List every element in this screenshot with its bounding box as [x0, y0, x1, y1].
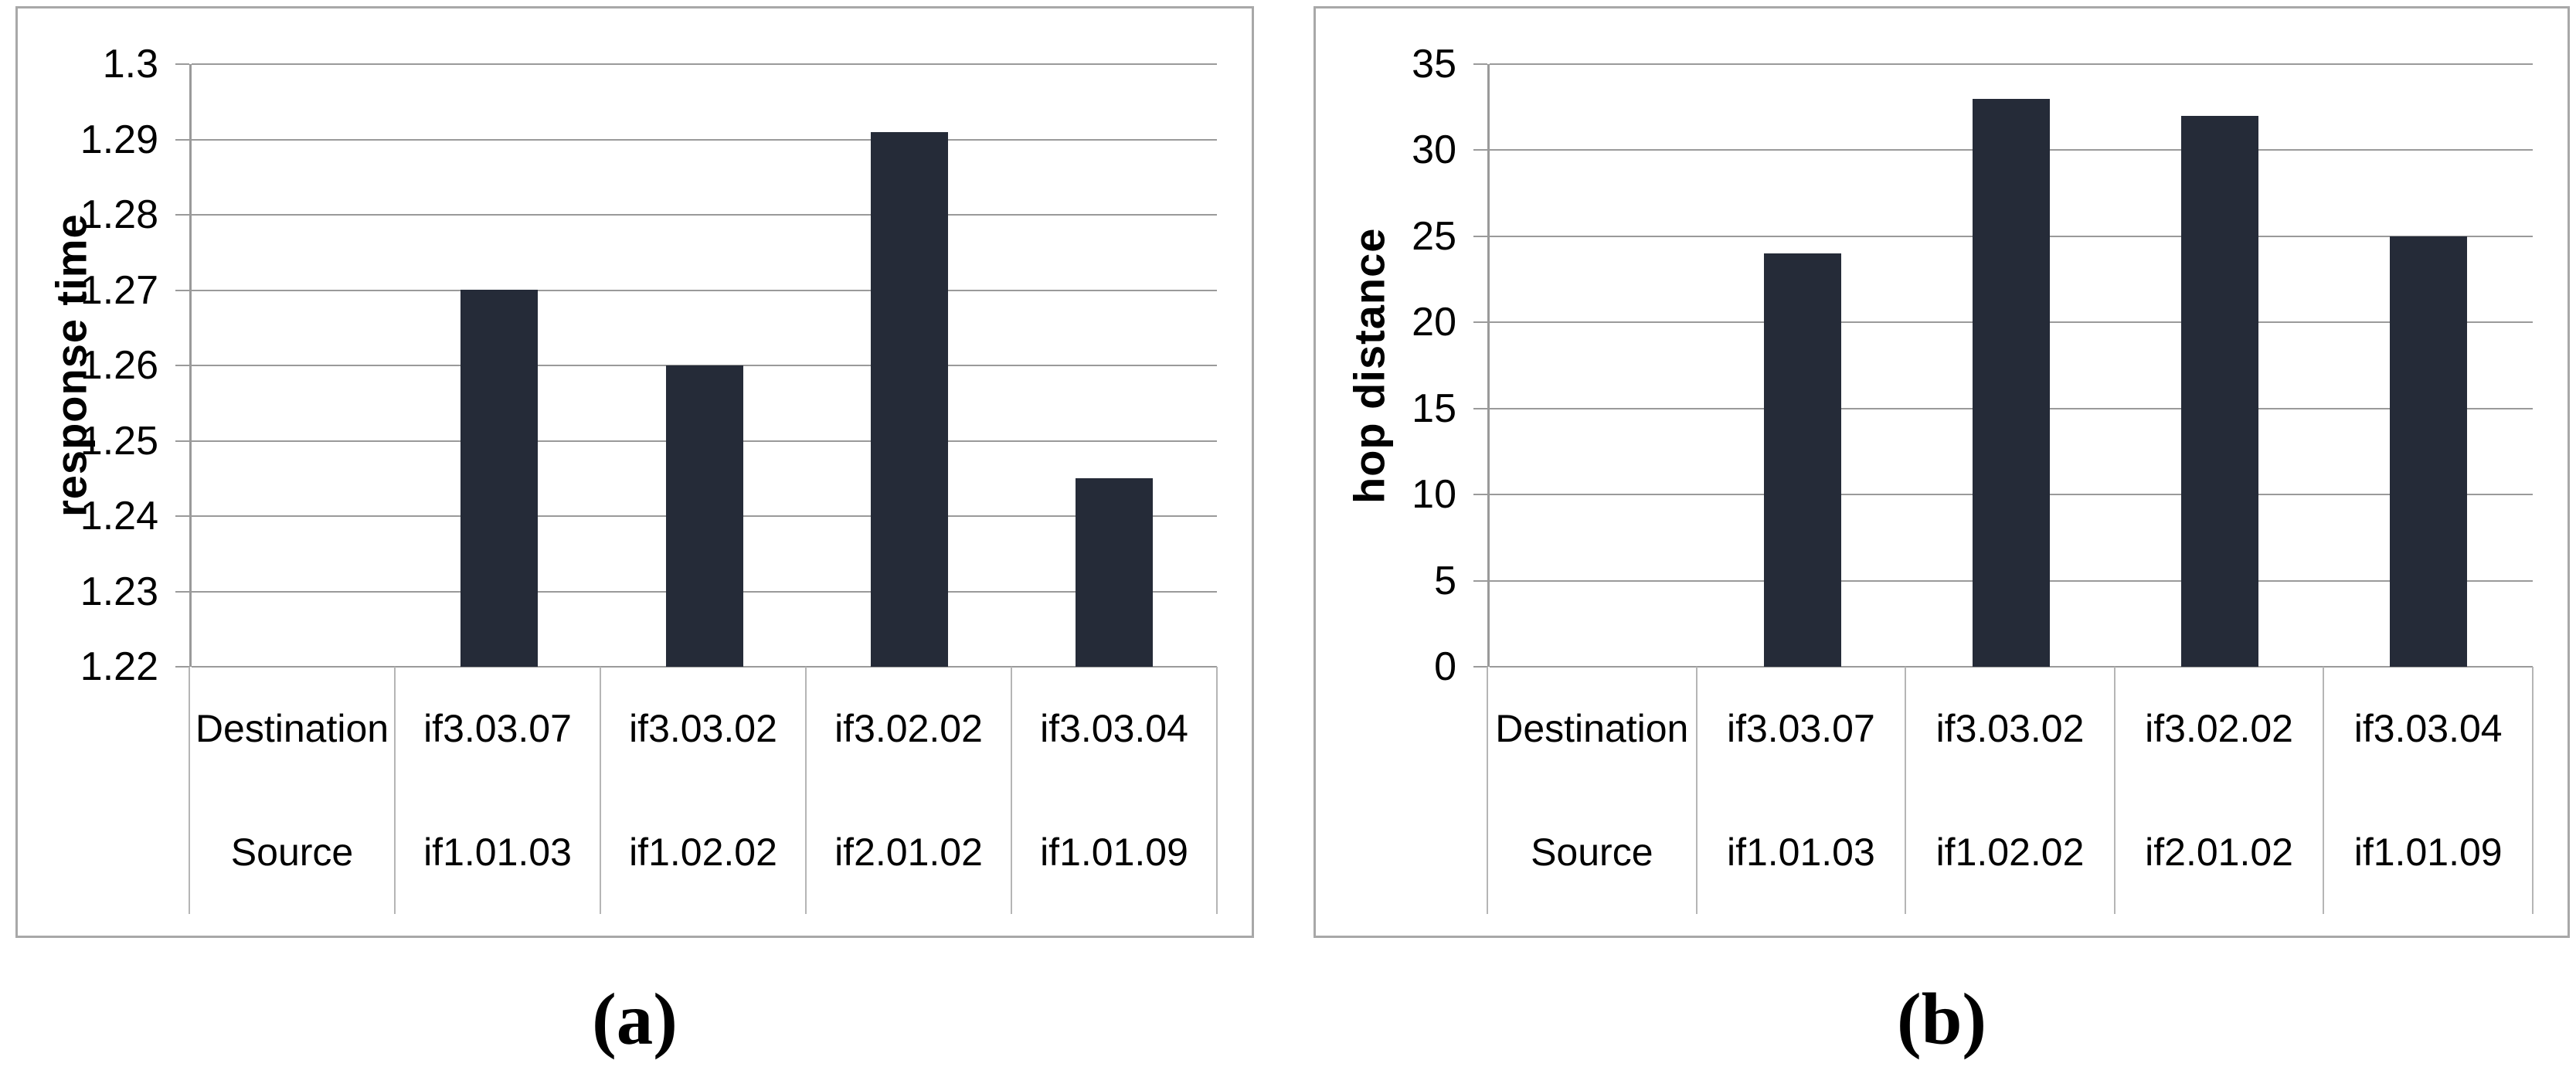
- y-tick-label: 0: [1434, 644, 1456, 689]
- y-tick-mark: [1473, 580, 1487, 582]
- y-tick-label: 1.26: [80, 343, 158, 388]
- gridline: [1490, 63, 2533, 65]
- panel-caption-b: (b): [1896, 978, 1987, 1060]
- table-cell: if2.01.02: [2145, 831, 2293, 874]
- table-divider: [1695, 667, 1698, 914]
- panel-caption-a: (a): [592, 978, 678, 1060]
- table-cell: if1.01.09: [1040, 831, 1188, 874]
- y-tick-mark: [175, 440, 189, 442]
- bar-if3.02.02: [2181, 116, 2258, 667]
- table-divider: [805, 667, 807, 914]
- y-axis-tick-labels: 1.3 1.29 1.28 1.27 1.26 1.25 1.24 1.23 1.22: [18, 44, 189, 687]
- bar-if3.03.07: [1764, 253, 1841, 667]
- y-tick-label: 1.3: [102, 42, 158, 87]
- bar-if3.03.02: [666, 365, 743, 667]
- y-tick-label: 10: [1412, 472, 1456, 517]
- y-tick-label: 20: [1412, 300, 1456, 345]
- y-tick-label: 15: [1412, 386, 1456, 431]
- table-row-source: Source if1.01.03 if1.02.02 if2.01.02 if1.01.…: [189, 790, 1217, 914]
- table-divider: [1216, 667, 1218, 914]
- gridline: [192, 63, 1217, 65]
- table-divider: [1905, 667, 1907, 914]
- table-divider: [2113, 667, 2116, 914]
- y-tick-mark: [175, 214, 189, 216]
- chart-panel-a: response time 1.3 1.29 1.28 1.27 1.26 1.25 1.2…: [15, 6, 1254, 938]
- table-divider: [2532, 667, 2534, 914]
- y-tick-mark: [175, 290, 189, 291]
- plot-area: [175, 63, 1217, 668]
- chart-panel-b: hop distance 35 30 25 20 15 10 5 0 Destination i…: [1313, 6, 2570, 938]
- table-divider: [189, 667, 190, 914]
- table-cell: if3.03.07: [1726, 707, 1875, 750]
- table-cell: if3.02.02: [834, 707, 983, 750]
- table-row-label: Source: [1531, 831, 1653, 874]
- y-tick-mark: [1473, 408, 1487, 409]
- y-tick-mark: [175, 365, 189, 366]
- y-tick-label: 1.28: [80, 192, 158, 237]
- bar-if3.03.04: [1076, 478, 1153, 667]
- y-tick-label: 30: [1412, 127, 1456, 172]
- gridline: [192, 139, 1217, 141]
- table-cell: if1.01.03: [423, 831, 572, 874]
- table-cell: if1.02.02: [1935, 831, 2085, 874]
- y-tick-mark: [1473, 494, 1487, 495]
- y-tick-label: 1.24: [80, 494, 158, 538]
- table-cell: if3.03.02: [629, 707, 777, 750]
- y-tick-label: 25: [1412, 214, 1456, 259]
- table-row-label: Destination: [195, 707, 389, 750]
- y-tick-label: 1.29: [80, 117, 158, 162]
- table-cell: if1.02.02: [629, 831, 777, 874]
- y-axis-tick-labels: 35 30 25 20 15 10 5 0: [1316, 44, 1487, 687]
- table-cell: if3.03.04: [2353, 707, 2503, 750]
- gridline: [192, 290, 1217, 291]
- y-tick-label: 1.23: [80, 569, 158, 614]
- bar-if3.03.04: [2390, 236, 2467, 667]
- bar-if3.03.02: [1973, 99, 2050, 667]
- category-data-table: Destination if3.03.07 if3.03.02 if3.02.02 if…: [1487, 667, 2534, 914]
- table-divider: [600, 667, 601, 914]
- gridline: [1490, 666, 2533, 668]
- bar-if3.02.02: [871, 132, 948, 667]
- table-row-destination: Destination if3.03.07 if3.03.02 if3.02.02 if…: [1487, 667, 2533, 790]
- y-tick-mark: [1473, 149, 1487, 151]
- table-row-destination: Destination if3.03.07 if3.03.02 if3.02.02 if…: [189, 667, 1217, 790]
- table-cell: if1.01.09: [2353, 831, 2503, 874]
- y-tick-label: 5: [1434, 559, 1456, 603]
- y-tick-label: 35: [1412, 42, 1456, 87]
- table-row-label: Destination: [1495, 707, 1689, 750]
- y-tick-label: 1.22: [80, 644, 158, 689]
- table-divider: [1011, 667, 1012, 914]
- table-divider: [394, 667, 396, 914]
- y-tick-mark: [1473, 666, 1487, 668]
- gridline: [192, 666, 1217, 668]
- table-cell: if3.03.02: [1935, 707, 2085, 750]
- table-cell: if2.01.02: [834, 831, 983, 874]
- gridline: [192, 214, 1217, 216]
- y-tick-label: 1.27: [80, 268, 158, 313]
- y-tick-mark: [1473, 63, 1487, 65]
- table-row-source: Source if1.01.03 if1.02.02 if2.01.02 if1.01.…: [1487, 790, 2533, 914]
- y-tick-mark: [1473, 321, 1487, 323]
- category-data-table: Destination if3.03.07 if3.03.02 if3.02.02 if…: [189, 667, 1218, 914]
- table-cell: if3.03.04: [1040, 707, 1188, 750]
- table-divider: [1487, 667, 1488, 914]
- bar-if3.03.07: [460, 290, 538, 667]
- y-tick-mark: [175, 666, 189, 668]
- table-cell: if3.03.07: [423, 707, 572, 750]
- y-tick-label: 1.25: [80, 419, 158, 464]
- table-row-label: Source: [230, 831, 354, 874]
- y-tick-mark: [175, 139, 189, 141]
- table-cell: if1.01.03: [1726, 831, 1875, 874]
- y-tick-mark: [1473, 236, 1487, 237]
- plot-area: [1473, 63, 2533, 668]
- table-cell: if3.02.02: [2145, 707, 2293, 750]
- table-divider: [2323, 667, 2325, 914]
- y-tick-mark: [175, 515, 189, 517]
- y-tick-mark: [175, 63, 189, 65]
- y-tick-mark: [175, 591, 189, 593]
